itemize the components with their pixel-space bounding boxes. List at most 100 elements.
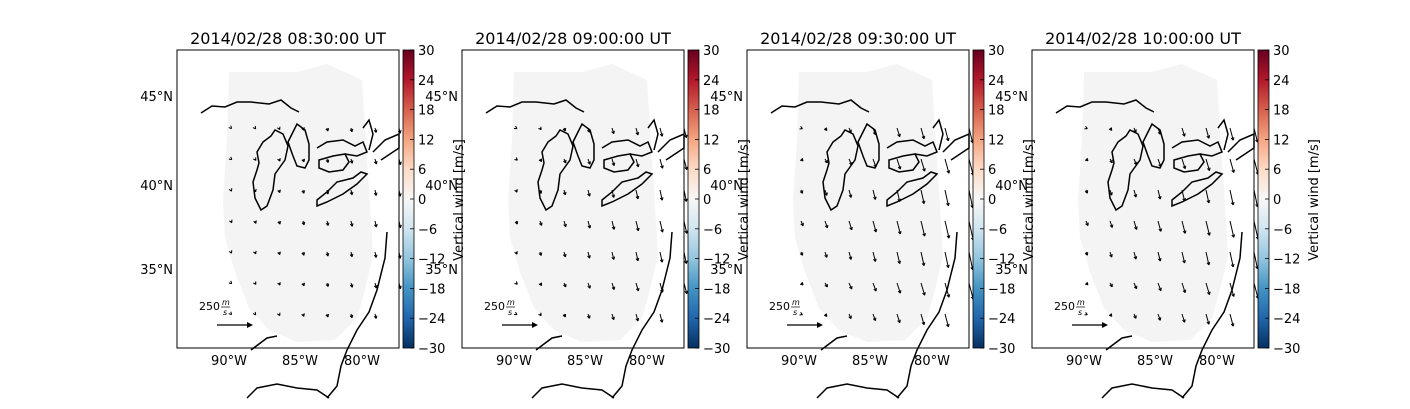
scale-unit-num: m	[507, 298, 515, 307]
map-frame	[746, 49, 970, 349]
scale-arrowhead	[532, 322, 538, 328]
wind-arrow	[944, 158, 950, 174]
colorbar-tick-label: −24	[988, 312, 1015, 327]
colorbar-tick-label: 6	[988, 163, 996, 178]
wind-arrowhead	[277, 251, 281, 255]
wind-arrow	[824, 220, 828, 229]
wind-arrowhead	[799, 190, 804, 194]
colorbar-tick-label: 0	[703, 193, 711, 208]
scale-arrowhead	[817, 322, 823, 328]
wind-field-domain	[793, 64, 943, 342]
wind-arrowhead	[1230, 137, 1235, 141]
wind-arrowhead	[349, 160, 354, 164]
wind-arrowhead	[824, 192, 828, 196]
wind-arrowhead	[325, 283, 330, 287]
coastline	[886, 171, 939, 208]
wind-arrowhead	[922, 168, 926, 172]
wind-arrowhead	[277, 312, 281, 317]
wind-arrowhead	[1206, 135, 1211, 139]
coastline	[932, 118, 944, 151]
coastline	[316, 171, 369, 208]
wind-arrowhead	[587, 129, 591, 133]
wind-arrowhead	[1206, 167, 1211, 171]
wind-arrowhead	[684, 166, 689, 170]
latitude-label: 35°N	[710, 263, 743, 278]
wind-arrowhead	[1231, 169, 1235, 173]
wind-arrow	[896, 282, 901, 294]
wind-arrowhead	[587, 255, 591, 259]
colorbar-tick-label: −30	[988, 342, 1015, 357]
scale-key: 250 ms	[1054, 298, 1108, 328]
wind-arrow	[944, 282, 950, 298]
wind-arrow	[659, 313, 663, 323]
wind-arrowhead	[1084, 311, 1088, 316]
wind-arrowhead	[514, 221, 519, 225]
wind-arrowhead	[539, 222, 543, 226]
wind-arrowhead	[277, 189, 281, 193]
wind-arrow	[968, 251, 974, 270]
wind-arrowhead	[946, 202, 950, 207]
colorbar-label: Vertical wind [m/s]	[1022, 139, 1037, 261]
coastline	[657, 132, 685, 161]
coastline	[572, 122, 595, 169]
wind-arrowhead	[611, 130, 615, 135]
wind-arrowhead	[373, 192, 378, 196]
coastline	[816, 383, 900, 399]
wind-arrowhead	[1182, 230, 1187, 234]
map-panel-1: 2014/02/28 08:30:00 UT 250 ms 90°W 85°W 80°W 4…	[140, 29, 467, 399]
wind-arrowhead	[301, 221, 306, 226]
wind-arrow	[635, 158, 639, 168]
wind-arrowhead	[301, 158, 305, 163]
latitude-label: 40°N	[140, 179, 173, 194]
wind-arrow	[659, 220, 664, 233]
wind-arrow	[872, 158, 877, 168]
wind-arrowhead	[538, 282, 543, 287]
wind-arrow	[1253, 158, 1259, 175]
wind-arrowhead	[873, 258, 877, 262]
wind-arrowhead	[897, 260, 902, 264]
scale-label: 250	[199, 300, 220, 313]
wind-arrow	[944, 189, 949, 206]
wind-arrow	[1109, 220, 1113, 228]
latitude-label: 35°N	[995, 263, 1028, 278]
wind-arrow	[1181, 189, 1186, 202]
coastline	[820, 335, 848, 351]
wind-arrowhead	[1207, 232, 1211, 236]
wind-arrowhead	[587, 285, 591, 289]
wind-arrow	[968, 282, 974, 300]
wind-arrowhead	[660, 229, 664, 233]
coastline	[1107, 129, 1144, 212]
coastline	[246, 383, 330, 399]
wind-arrowhead	[1133, 256, 1138, 260]
wind-arrowhead	[611, 194, 616, 198]
wind-arrow	[1229, 313, 1234, 327]
wind-arrowhead	[1182, 165, 1187, 170]
wind-arrowhead	[1084, 252, 1089, 256]
wind-arrow	[968, 158, 974, 176]
wind-arrow	[872, 127, 876, 135]
wind-arrowhead	[301, 127, 305, 131]
coastline	[250, 335, 278, 351]
colorbar-tick-label: 12	[988, 133, 1005, 148]
wind-arrow	[1181, 282, 1186, 293]
wind-arrowhead	[252, 311, 257, 316]
wind-arrowhead	[1109, 283, 1113, 288]
colorbar-tick-label: 6	[418, 163, 426, 178]
longitude-label: 85°W	[1137, 354, 1173, 369]
wind-arrowhead	[945, 137, 950, 142]
wind-arrowhead	[921, 321, 926, 326]
longitude-label: 85°W	[567, 354, 603, 369]
longitude-label: 80°W	[344, 354, 380, 369]
wind-arrow	[896, 127, 901, 137]
wind-arrowhead	[635, 317, 640, 322]
wind-arrowhead	[1157, 196, 1162, 200]
wind-arrowhead	[1230, 201, 1235, 206]
wind-arrowhead	[1157, 317, 1162, 321]
wind-arrowhead	[800, 281, 804, 286]
wind-arrowhead	[611, 162, 616, 166]
wind-arrow	[1157, 251, 1161, 262]
wind-arrowhead	[1158, 163, 1162, 168]
colorbar-tick-label: 30	[1273, 44, 1290, 59]
coastline	[770, 99, 870, 114]
wind-arrow	[920, 127, 925, 139]
